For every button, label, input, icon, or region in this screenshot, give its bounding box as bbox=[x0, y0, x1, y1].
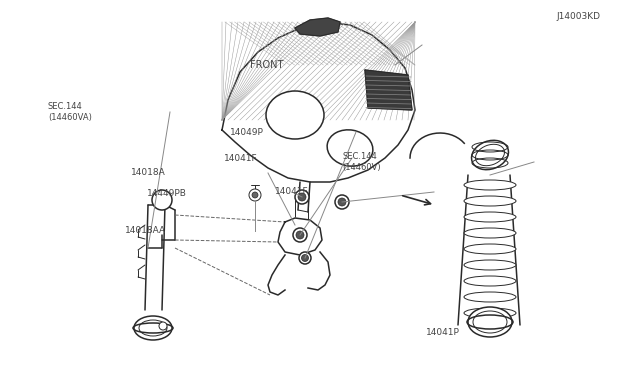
Ellipse shape bbox=[464, 260, 516, 270]
Circle shape bbox=[301, 254, 308, 262]
Polygon shape bbox=[222, 22, 415, 182]
Text: FRONT: FRONT bbox=[250, 60, 283, 70]
Text: 14018A: 14018A bbox=[131, 169, 166, 177]
Text: 14041F: 14041F bbox=[224, 154, 258, 163]
Ellipse shape bbox=[266, 91, 324, 139]
Text: 14449PB: 14449PB bbox=[147, 189, 187, 198]
Circle shape bbox=[249, 189, 261, 201]
Text: 14041P: 14041P bbox=[426, 328, 460, 337]
Circle shape bbox=[152, 190, 172, 210]
Circle shape bbox=[293, 228, 307, 242]
Circle shape bbox=[298, 193, 306, 201]
Text: SEC.144
(14460VA): SEC.144 (14460VA) bbox=[48, 102, 92, 122]
Polygon shape bbox=[278, 218, 322, 255]
Circle shape bbox=[252, 192, 258, 198]
Ellipse shape bbox=[472, 140, 509, 170]
Text: 14018AA: 14018AA bbox=[125, 226, 166, 235]
Polygon shape bbox=[365, 70, 412, 110]
Circle shape bbox=[299, 252, 311, 264]
Text: J14003KD: J14003KD bbox=[557, 12, 601, 21]
Circle shape bbox=[296, 231, 304, 239]
Ellipse shape bbox=[464, 212, 516, 222]
Ellipse shape bbox=[468, 307, 512, 337]
Ellipse shape bbox=[464, 292, 516, 302]
Ellipse shape bbox=[134, 316, 172, 340]
Circle shape bbox=[159, 322, 167, 330]
Text: SEC.144
(14460V): SEC.144 (14460V) bbox=[342, 152, 381, 172]
Circle shape bbox=[295, 190, 309, 204]
Ellipse shape bbox=[327, 130, 373, 166]
Polygon shape bbox=[295, 18, 340, 36]
Ellipse shape bbox=[464, 196, 516, 206]
Text: 14049P: 14049P bbox=[230, 128, 264, 137]
Ellipse shape bbox=[464, 244, 516, 254]
Circle shape bbox=[338, 198, 346, 206]
Ellipse shape bbox=[464, 228, 516, 238]
Ellipse shape bbox=[464, 308, 516, 318]
Ellipse shape bbox=[464, 180, 516, 190]
Ellipse shape bbox=[464, 276, 516, 286]
Circle shape bbox=[335, 195, 349, 209]
Text: 14041F: 14041F bbox=[275, 187, 309, 196]
